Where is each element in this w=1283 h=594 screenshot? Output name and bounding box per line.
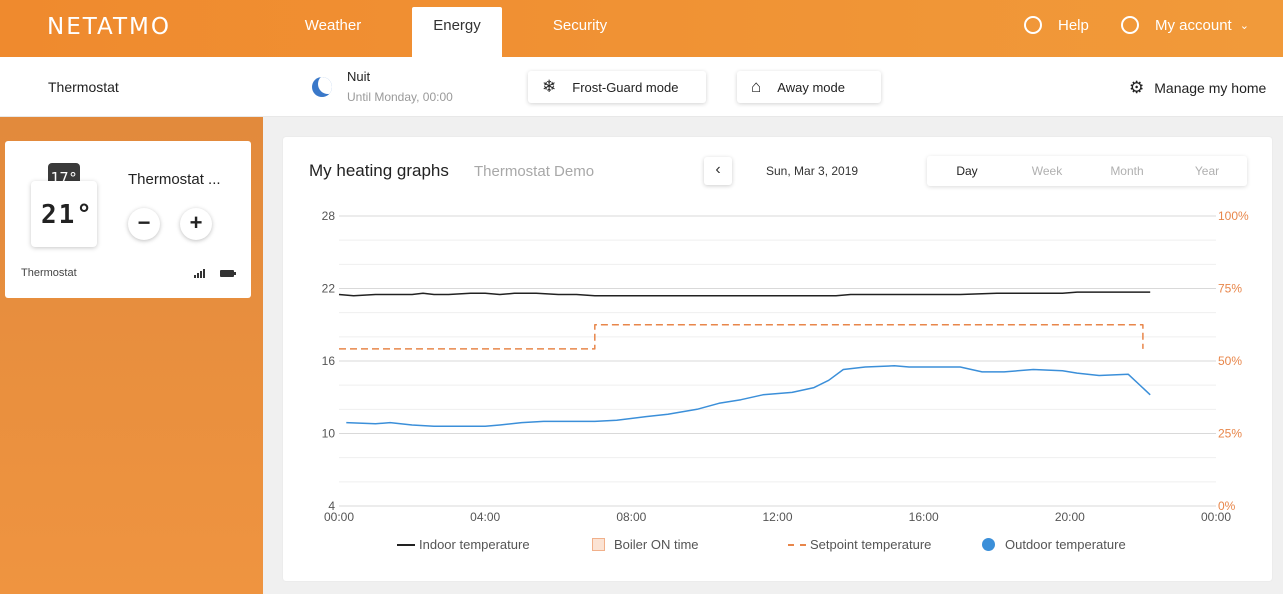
y-axis-left-tick-label: 28: [322, 209, 336, 223]
device-body: [31, 181, 97, 247]
away-house-icon: ⌂: [751, 77, 762, 96]
x-axis-tick-label: 04:00: [470, 510, 500, 524]
period-selector: Day Week Month Year: [927, 156, 1247, 186]
away-mode-label: Away mode: [777, 79, 845, 95]
y-axis-left-tick-label: 10: [322, 427, 336, 441]
tab-energy[interactable]: Energy: [412, 7, 502, 57]
y-axis-left-tick-label: 4: [328, 499, 335, 513]
y-axis-left-tick-label: 22: [322, 282, 336, 296]
y-axis-right-tick-label: 100%: [1218, 209, 1249, 223]
x-axis-tick-label: 12:00: [762, 510, 792, 524]
device-sidebar: 17° 21° Thermostat ... − + Thermostat: [0, 117, 263, 594]
period-week[interactable]: Week: [1031, 164, 1063, 178]
legend-outdoor-label: Outdoor temperature: [1005, 537, 1126, 552]
current-mode-until: Until Monday, 00:00: [347, 90, 453, 104]
frost-guard-label: Frost-Guard mode: [572, 79, 679, 95]
tab-weather[interactable]: Weather: [304, 17, 362, 34]
tab-security[interactable]: Security: [552, 17, 608, 34]
my-account-menu[interactable]: My account ⌄: [1121, 16, 1249, 34]
legend-indoor-label: Indoor temperature: [419, 537, 530, 552]
legend-boiler[interactable]: Boiler ON time: [592, 537, 699, 552]
top-navigation-bar: NETATMO Weather Energy Security Help My …: [0, 0, 1283, 57]
help-link[interactable]: Help: [1024, 16, 1089, 34]
page-title: Thermostat: [48, 79, 119, 95]
legend-indoor[interactable]: Indoor temperature: [397, 537, 530, 552]
current-mode-name: Nuit: [347, 69, 371, 84]
gear-icon: ⚙: [1129, 78, 1145, 97]
period-month[interactable]: Month: [1110, 164, 1144, 178]
legend-indoor-swatch: [397, 543, 415, 546]
graph-title: My heating graphs: [309, 161, 449, 180]
x-axis-tick-label: 00:00: [1201, 510, 1231, 524]
y-axis-right-tick-label: 75%: [1218, 282, 1242, 296]
decrease-temperature-button[interactable]: −: [128, 208, 160, 240]
y-axis-right-tick-label: 0%: [1218, 499, 1236, 513]
chevron-down-icon: ⌄: [1239, 19, 1249, 32]
manage-home-link[interactable]: ⚙ Manage my home: [1129, 78, 1266, 98]
selected-date: Sun, Mar 3, 2019: [766, 164, 859, 178]
manage-home-label: Manage my home: [1154, 80, 1267, 96]
moon-icon: [312, 77, 332, 97]
lifebuoy-icon: [1024, 16, 1042, 34]
period-day[interactable]: Day: [956, 164, 978, 178]
previous-date-button[interactable]: ‹: [704, 157, 732, 185]
y-axis-right-tick-label: 50%: [1218, 354, 1242, 368]
snowflake-icon: ❄: [542, 77, 557, 96]
thermostat-device-image: 17° 21°: [31, 163, 97, 247]
legend-outdoor[interactable]: Outdoor temperature: [982, 537, 1126, 552]
legend-setpoint-label: Setpoint temperature: [810, 537, 932, 552]
x-axis-tick-label: 20:00: [1055, 510, 1085, 524]
series-outdoor-line: [346, 365, 1151, 428]
x-axis-tick-label: 08:00: [616, 510, 646, 524]
help-label: Help: [1058, 16, 1089, 34]
y-axis-right-tick-label: 25%: [1218, 427, 1242, 441]
legend-outdoor-swatch: [982, 538, 995, 551]
increase-temperature-button[interactable]: +: [180, 208, 212, 240]
series-indoor-line: [338, 291, 1151, 297]
frost-guard-button[interactable]: ❄ Frost-Guard mode: [528, 71, 706, 103]
x-axis-tick-label: 16:00: [909, 510, 939, 524]
heating-graph-card: My heating graphs Thermostat Demo ‹ Sun,…: [283, 137, 1272, 581]
x-axis-tick-label: 00:00: [324, 510, 354, 524]
thermostat-card[interactable]: 17° 21° Thermostat ... − + Thermostat: [5, 141, 251, 298]
thermostat-name: Thermostat ...: [128, 171, 221, 188]
y-axis-left-tick-label: 16: [322, 354, 336, 368]
graph-subtitle: Thermostat Demo: [474, 163, 595, 180]
series-setpoint-line: [339, 324, 1144, 350]
account-label: My account: [1155, 16, 1232, 34]
legend-setpoint[interactable]: Setpoint temperature: [788, 537, 931, 552]
device-temperature-display: 21°: [41, 200, 94, 230]
thermostat-subheader: Thermostat Nuit Until Monday, 00:00 ❄ Fr…: [0, 57, 1283, 117]
signal-icon: [194, 268, 205, 278]
battery-icon: [220, 270, 236, 277]
legend-boiler-swatch: [592, 538, 605, 551]
user-icon: [1121, 16, 1139, 34]
netatmo-logo[interactable]: NETATMO: [47, 14, 171, 40]
away-mode-button[interactable]: ⌂ Away mode: [737, 71, 881, 103]
legend-boiler-label: Boiler ON time: [614, 537, 699, 552]
period-year[interactable]: Year: [1194, 164, 1220, 178]
thermostat-label: Thermostat: [21, 267, 77, 279]
legend-setpoint-swatch: [788, 543, 806, 546]
